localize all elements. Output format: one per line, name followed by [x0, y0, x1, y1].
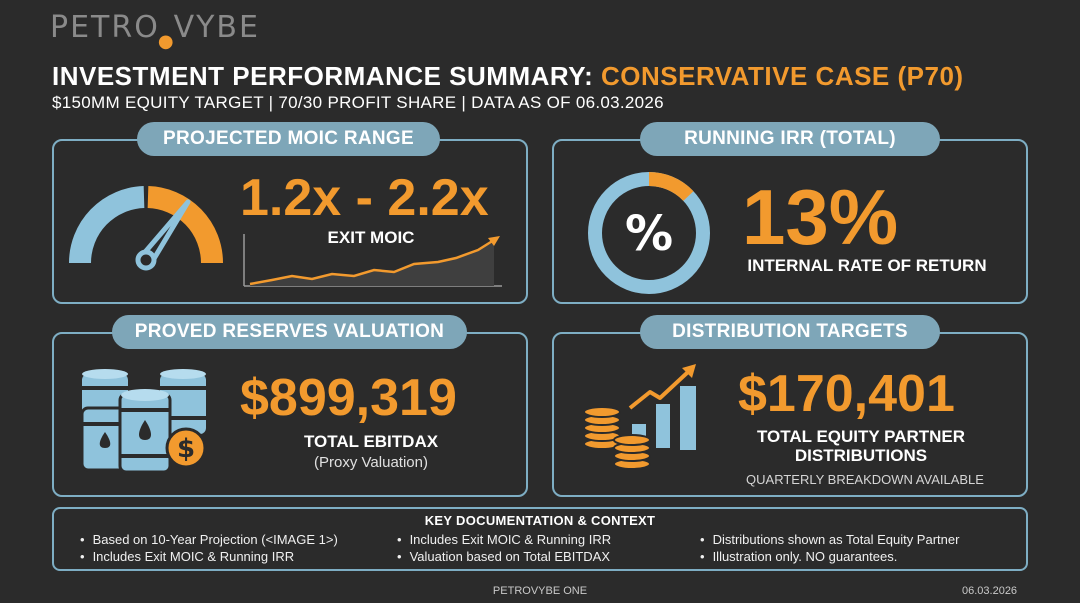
moic-pill: PROJECTED MOIC RANGE — [137, 122, 440, 156]
coin-stack-right — [613, 434, 651, 470]
bar-3 — [680, 386, 696, 450]
oil-barrels-icon: $ — [80, 369, 207, 474]
moic-value: 1.2x - 2.2x — [240, 169, 489, 227]
footer-center: PETROVYBE ONE — [492, 585, 588, 597]
reserves-pill: PROVED RESERVES VALUATION — [112, 315, 467, 349]
context-list-2: Includes Exit MOIC & Running IRR Valuati… — [397, 531, 612, 565]
title-accent: CONSERVATIVE CASE (P70) — [601, 61, 964, 91]
trend-area — [250, 242, 494, 286]
irr-pill: RUNNING IRR (TOTAL) — [640, 122, 940, 156]
trend-arrowhead — [488, 236, 500, 246]
page-subtitle: $150MM EQUITY TARGET | 70/30 PROFIT SHAR… — [52, 93, 664, 112]
context-item: Distributions shown as Total Equity Part… — [700, 531, 960, 548]
coin-stack-left — [583, 406, 621, 450]
reserves-note: (Proxy Valuation) — [314, 454, 428, 471]
irr-value: 13% — [742, 173, 899, 261]
brand-logo: PETRO●VYBE — [50, 10, 260, 52]
irr-ring-fill — [648, 172, 694, 202]
gauge-arc-blue — [69, 186, 145, 264]
title-main: INVESTMENT PERFORMANCE SUMMARY: — [52, 61, 601, 91]
bar-2 — [656, 404, 670, 448]
moic-caption: EXIT MOIC — [327, 228, 415, 247]
context-item: Illustration only. NO guarantees. — [700, 548, 959, 565]
coins-growth-chart-icon — [583, 364, 696, 470]
reserves-value: $899,319 — [240, 369, 457, 427]
distributions-pill: DISTRIBUTION TARGETS — [640, 315, 940, 349]
trend-line — [249, 238, 495, 286]
gauge-arc-orange — [147, 186, 223, 264]
distributions-note: QUARTERLY BREAKDOWN AVAILABLE — [746, 472, 984, 487]
barrel-center — [118, 389, 172, 474]
context-item: Includes Exit MOIC & Running IRR — [397, 531, 612, 548]
context-item: Includes Exit MOIC & Running IRR — [80, 548, 338, 565]
context-list-1: Based on 10-Year Projection (<IMAGE 1>) … — [80, 531, 338, 565]
context-item: Based on 10-Year Projection (<IMAGE 1>) — [80, 531, 338, 548]
gauge-hub — [135, 249, 157, 271]
distributions-caption-line1: TOTAL EQUITY PARTNER — [756, 427, 966, 446]
distributions-value: $170,401 — [738, 365, 955, 423]
reserves-caption: TOTAL EBITDAX — [303, 432, 439, 451]
oil-drop-icon: ● — [157, 31, 176, 52]
irr-caption: INTERNAL RATE OF RETURN — [747, 256, 987, 275]
context-item: Valuation based on Total EBITDAX — [397, 548, 611, 565]
page-title: INVESTMENT PERFORMANCE SUMMARY: CONSERVA… — [52, 61, 964, 92]
growth-arrow — [628, 370, 690, 410]
logo-suffix: VYBE — [173, 10, 260, 45]
context-list-3: Distributions shown as Total Equity Part… — [700, 531, 960, 565]
distributions-caption-line2: DISTRIBUTIONS — [794, 446, 928, 465]
reserves-coin-symbol: $ — [177, 434, 195, 464]
dollar-coin — [165, 427, 207, 469]
percent-ring-icon: % — [588, 172, 710, 294]
speedometer-gauge-icon — [69, 186, 223, 271]
footer-date: 06.03.2026 — [962, 585, 1018, 597]
irr-icon-symbol: % — [625, 206, 673, 262]
line-trend-chart-icon — [243, 234, 502, 287]
logo-prefix: PETRO — [50, 10, 160, 45]
context-heading: KEY DOCUMENTATION & CONTEXT — [424, 513, 656, 528]
context-panel — [52, 507, 1028, 571]
